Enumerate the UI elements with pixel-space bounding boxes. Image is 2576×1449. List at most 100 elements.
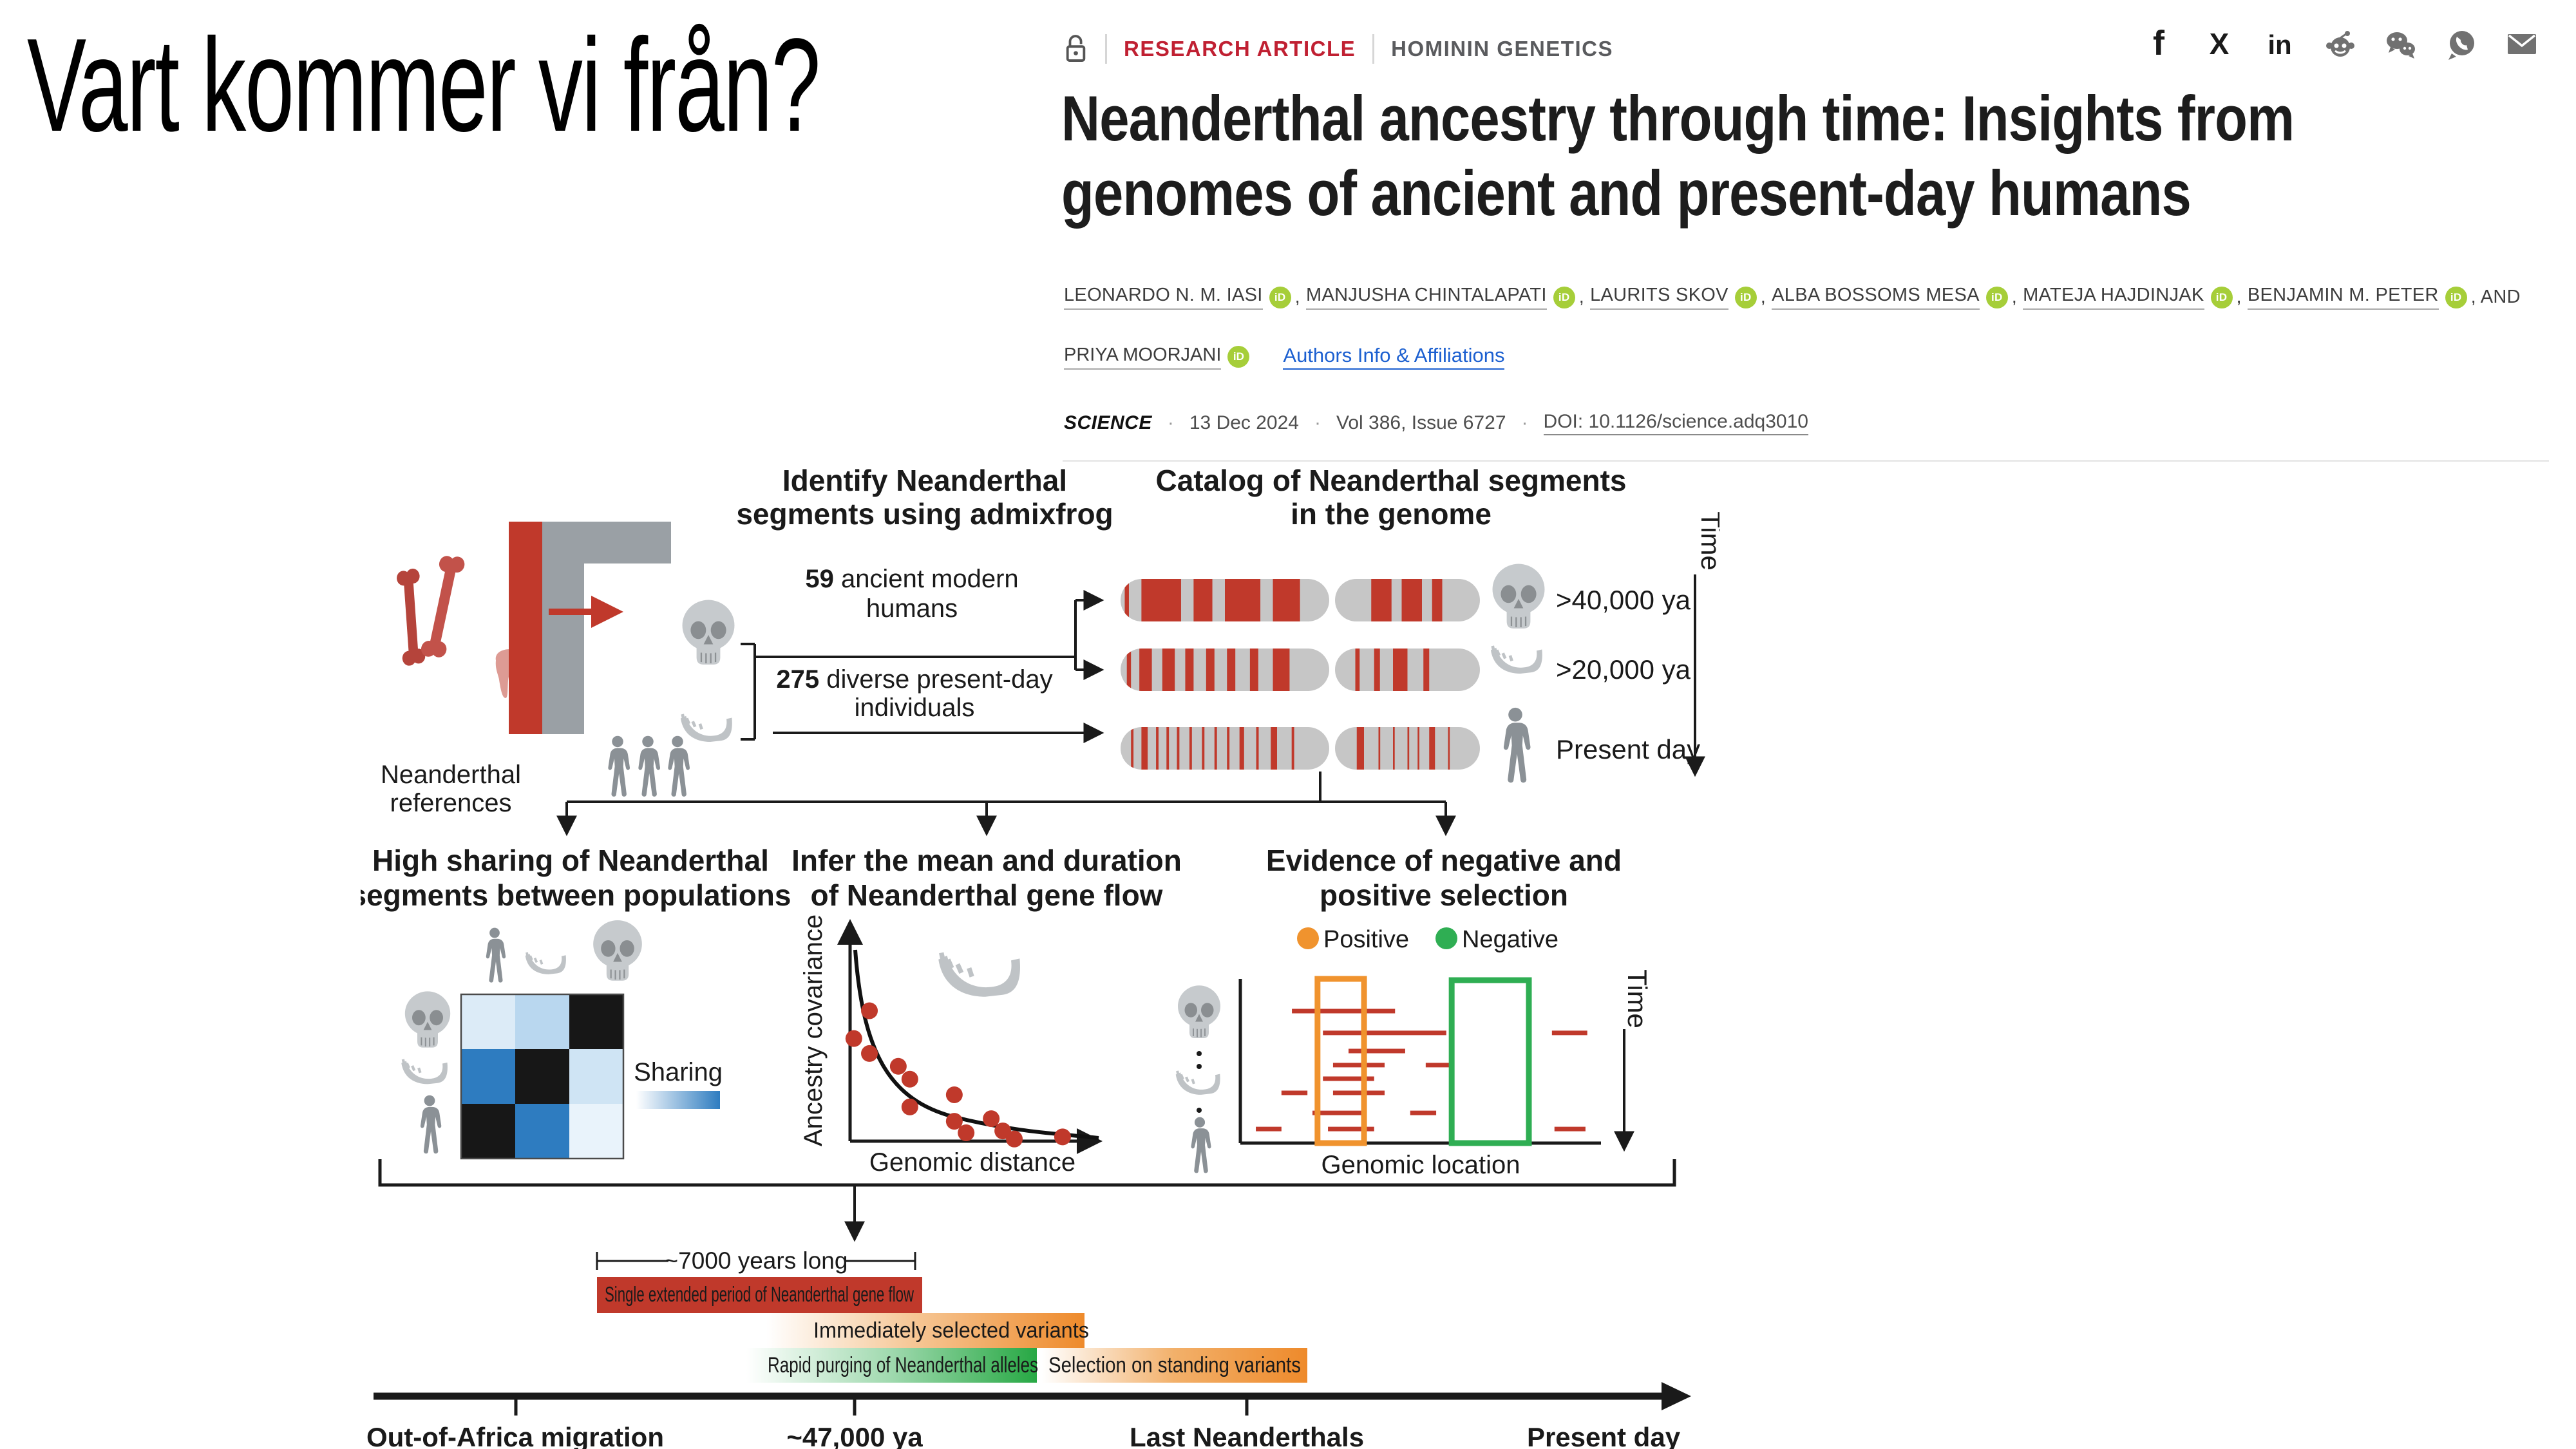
author-link[interactable]: ALBA BOSSOMS MESA [1772,285,1980,310]
age-label-2: >20,000 ya [1556,654,1691,685]
sharing-legend-label: Sharing [634,1058,723,1086]
age-label-1: >40,000 ya [1556,585,1691,615]
email-icon[interactable] [2505,27,2539,61]
orcid-icon[interactable]: iD [2445,286,2467,308]
orcid-icon[interactable]: iD [1227,346,1250,368]
timeline-tick-ooa: Out-of-Africa migration [366,1422,664,1449]
panel1-title-line2: segments between populations [361,878,791,912]
jawbone-icon [938,952,1020,996]
facebook-icon[interactable]: f [2142,27,2175,61]
skull-icon [1492,563,1546,630]
population-silhouettes [608,735,690,797]
author-separator: , [1294,287,1301,307]
panel-branch-connectors [556,772,1456,837]
identify-block: Identify Neanderthal segments using admi… [736,464,1113,743]
section-label: HOMININ GENETICS [1391,37,1613,61]
orcid-icon[interactable]: iD [1269,286,1291,308]
catalog-block: Catalog of Neanderthal segments in the g… [1121,464,1719,783]
author-link[interactable]: MANJUSHA CHINTALAPATI [1306,285,1547,310]
skull-icon [592,919,643,981]
selection-xlabel: Genomic location [1321,1151,1520,1179]
meta-dot: · [1167,412,1174,433]
negative-legend-dot [1435,927,1457,949]
svg-text:in: in [2268,30,2291,60]
orcid-icon[interactable]: iD [1985,286,2008,308]
header-separator [1105,34,1107,64]
sharing-gradient-bar [636,1091,720,1109]
authors-info-link[interactable]: Authors Info & Affiliations [1283,344,1505,370]
journal-name: SCIENCE [1064,412,1152,433]
panel3-title-line2: positive selection [1320,878,1568,912]
panel1-title-line1: High sharing of Neanderthal [372,844,769,877]
author-link[interactable]: LEONARDO N. M. IASI [1064,285,1263,310]
wechat-icon[interactable] [2384,27,2418,61]
gene-flow-scatter-panel: Ancestry covariance Genomic distance [799,914,1103,1177]
scatter-ylabel: Ancestry covariance [799,914,828,1146]
catalog-title-line1: Catalog of Neanderthal segments [1155,464,1626,497]
neanderthal-branch-bar [509,522,542,734]
author-separator: , [2236,287,2242,307]
negative-legend-label: Negative [1462,926,1558,953]
sample-count-59-line2: humans [866,594,958,623]
author-link[interactable]: MATEJA HAJDINJAK [2023,285,2204,310]
x-icon[interactable]: X [2202,27,2236,61]
author-link[interactable]: BENJAMIN M. PETER [2247,285,2439,310]
selection-panel: Positive Negative Genomic location Time [1176,926,1653,1179]
author-and: , AND [2470,287,2521,307]
panel2-title-line2: of Neanderthal gene flow [811,878,1163,912]
article-title-line1: Neanderthal ancestry through time: Insig… [1061,82,2295,154]
open-access-lock-icon [1066,35,1086,62]
linkedin-icon[interactable]: in [2263,27,2297,61]
orcid-icon[interactable]: iD [1734,286,1757,308]
doi-link[interactable]: DOI: 10.1126/science.adq3010 [1543,411,1808,435]
panel3-title-line1: Evidence of negative and [1266,844,1622,877]
scatter-xlabel: Genomic distance [869,1148,1075,1177]
orcid-icon[interactable]: iD [2210,286,2233,308]
meta-dot: · [1521,412,1528,433]
skull-icon [681,599,735,666]
sharing-heatmap [461,994,623,1159]
person-icon [1191,1117,1211,1173]
positive-legend-dot [1297,927,1319,949]
reddit-icon[interactable] [2324,27,2357,61]
person-icon [1503,707,1531,783]
author-link[interactable]: PRIYA MOORJANI [1064,345,1222,370]
person-icon [420,1095,442,1154]
orcid-icon[interactable]: iD [1553,286,1575,308]
slide-title: Vart kommer vi från? [27,11,820,159]
author-link[interactable]: LAURITS SKOV [1590,285,1728,310]
modern-human-branch [542,522,671,734]
whatsapp-icon[interactable] [2445,27,2478,61]
paper-figure: Neanderthal references Identify Neandert… [361,464,1719,1449]
flow-connectors [741,590,1104,743]
timeline-tick-47k: ~47,000 ya [786,1422,923,1449]
skull-icon [1177,985,1221,1039]
sample-count-275: 275 diverse present-day [776,665,1052,694]
refs-label-line1: Neanderthal [381,761,521,789]
person-icon [486,927,506,983]
meta-dot: · [1314,412,1321,433]
timeline-axis: Out-of-Africa migration ~47,000 ya Last … [366,1382,1691,1449]
age-label-3: Present day [1556,734,1700,764]
jawbone-icon [681,714,732,742]
author-separator: , [1578,287,1585,307]
immediate-selection-bar [766,1313,1084,1348]
author-list: LEONARDO N. M. IASI iD , MANJUSHA CHINTA… [1064,285,2526,310]
article-title: Neanderthal ancestry through time: Insig… [1061,81,2529,231]
volume-issue: Vol 386, Issue 6727 [1336,412,1506,433]
identify-title-line2: segments using admixfrog [736,497,1113,531]
timeline-tick-last-neanderthals: Last Neanderthals [1130,1422,1364,1449]
header-separator [1372,34,1375,64]
summary-bracket [378,1159,1676,1242]
bone-icon [419,553,466,661]
standing-variants-bar [1042,1348,1307,1383]
refs-label-line2: references [390,789,512,817]
duration-label: ~7000 years long [665,1247,848,1274]
journal-meta: SCIENCE · 13 Dec 2024 · Vol 386, Issue 6… [1064,411,1808,435]
header-divider [1063,460,2549,462]
purging-bar [746,1348,1037,1383]
selection-boxes [1314,976,1532,1146]
social-share-bar: f X in [2142,27,2539,61]
svg-text:f: f [2153,27,2165,61]
